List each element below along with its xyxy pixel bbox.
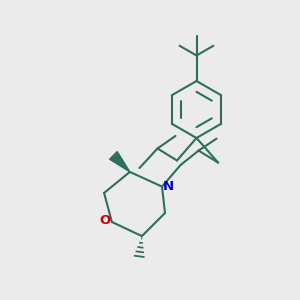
Polygon shape [110, 152, 130, 172]
Text: O: O [99, 214, 110, 227]
Text: N: N [163, 180, 174, 193]
